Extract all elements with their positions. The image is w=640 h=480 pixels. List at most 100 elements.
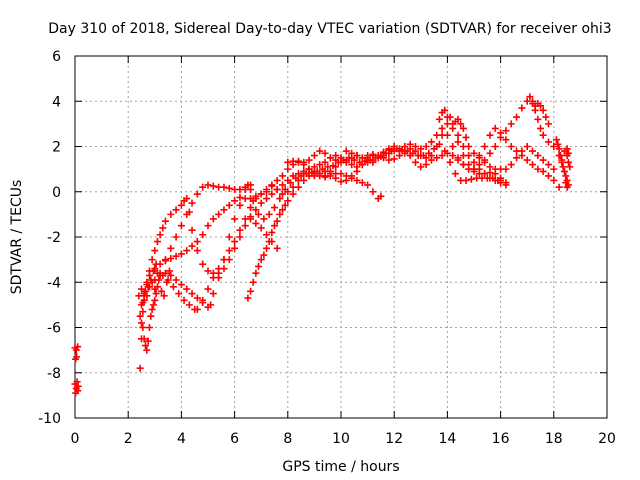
data-point xyxy=(183,247,191,255)
data-point xyxy=(139,324,147,331)
data-point xyxy=(257,256,265,264)
series-s5 xyxy=(151,181,255,293)
data-point xyxy=(438,152,446,160)
data-point xyxy=(160,292,168,300)
data-point xyxy=(449,143,457,150)
x-tick-labels: 0 2 4 6 8 10 12 14 16 18 20 xyxy=(71,431,616,447)
data-point xyxy=(156,269,164,277)
data-point xyxy=(552,136,560,144)
data-point xyxy=(185,301,193,309)
data-point xyxy=(507,143,515,150)
data-point xyxy=(537,102,544,110)
data-point xyxy=(507,120,515,128)
data-point xyxy=(481,158,489,166)
data-point xyxy=(153,283,161,291)
data-point xyxy=(348,149,356,157)
data-point xyxy=(562,179,570,187)
x-tick-label: 20 xyxy=(598,431,616,447)
data-point xyxy=(284,188,292,196)
data-point xyxy=(225,201,233,209)
data-point xyxy=(470,158,478,166)
data-point xyxy=(236,226,244,234)
data-point xyxy=(188,290,196,298)
data-point xyxy=(139,308,147,316)
data-point xyxy=(273,185,281,193)
data-point xyxy=(139,299,147,307)
data-point xyxy=(172,206,180,214)
data-point xyxy=(422,161,430,169)
data-point xyxy=(502,179,510,187)
data-point xyxy=(167,244,175,252)
data-point xyxy=(236,201,244,209)
data-point xyxy=(411,147,419,155)
data-point xyxy=(353,152,361,160)
series-s4 xyxy=(143,158,385,313)
data-point xyxy=(204,181,212,189)
x-tick-label: 12 xyxy=(385,431,403,447)
data-point xyxy=(289,190,297,198)
data-point xyxy=(278,172,286,180)
data-point xyxy=(486,163,494,171)
data-point xyxy=(193,294,201,302)
data-point xyxy=(147,312,155,320)
data-point xyxy=(502,165,510,173)
data-point xyxy=(502,127,510,135)
data-point xyxy=(161,217,169,225)
data-point xyxy=(147,276,155,284)
x-tick-label: 6 xyxy=(230,431,239,447)
data-point xyxy=(564,149,572,157)
data-point xyxy=(380,154,388,162)
data-point xyxy=(348,161,356,169)
data-point xyxy=(529,147,537,155)
y-tick-label: 0 xyxy=(52,185,61,201)
series-s8 xyxy=(284,113,558,184)
data-point xyxy=(152,260,160,268)
data-point xyxy=(449,152,457,160)
data-point xyxy=(534,165,542,173)
data-point xyxy=(136,364,144,372)
data-point xyxy=(475,154,483,162)
data-point xyxy=(300,170,308,178)
data-point xyxy=(143,292,151,300)
data-point xyxy=(491,143,499,150)
data-point xyxy=(199,296,207,304)
y-tick-label: 4 xyxy=(52,94,61,110)
data-point xyxy=(443,113,451,121)
y-tick-label: -8 xyxy=(47,366,61,382)
data-point xyxy=(451,170,459,178)
data-point xyxy=(566,163,574,171)
data-point xyxy=(358,179,366,187)
data-point xyxy=(220,183,228,191)
data-point xyxy=(332,163,340,171)
data-point xyxy=(454,138,462,146)
data-point xyxy=(502,136,510,144)
data-point xyxy=(151,247,159,255)
data-point xyxy=(555,145,563,153)
x-tick-label: 4 xyxy=(177,431,186,447)
data-point xyxy=(149,301,157,309)
data-point xyxy=(558,156,566,164)
data-point xyxy=(263,244,271,252)
data-point xyxy=(188,199,196,207)
data-point xyxy=(544,161,552,169)
data-point xyxy=(470,149,478,157)
data-point xyxy=(364,152,372,160)
data-point xyxy=(193,247,201,255)
data-point xyxy=(481,143,489,150)
data-point xyxy=(165,267,173,275)
x-axis-label: GPS time / hours xyxy=(282,459,399,475)
data-point xyxy=(305,165,313,173)
data-point xyxy=(149,267,157,275)
data-point xyxy=(167,210,175,218)
data-point xyxy=(72,389,80,397)
data-point xyxy=(209,290,217,298)
data-point xyxy=(385,145,393,153)
data-point xyxy=(177,250,185,258)
data-point xyxy=(177,222,185,230)
data-point xyxy=(172,233,180,241)
data-point xyxy=(136,312,144,320)
data-point xyxy=(188,242,196,250)
data-point xyxy=(207,301,215,309)
data-point xyxy=(310,163,318,171)
data-point xyxy=(390,143,398,150)
